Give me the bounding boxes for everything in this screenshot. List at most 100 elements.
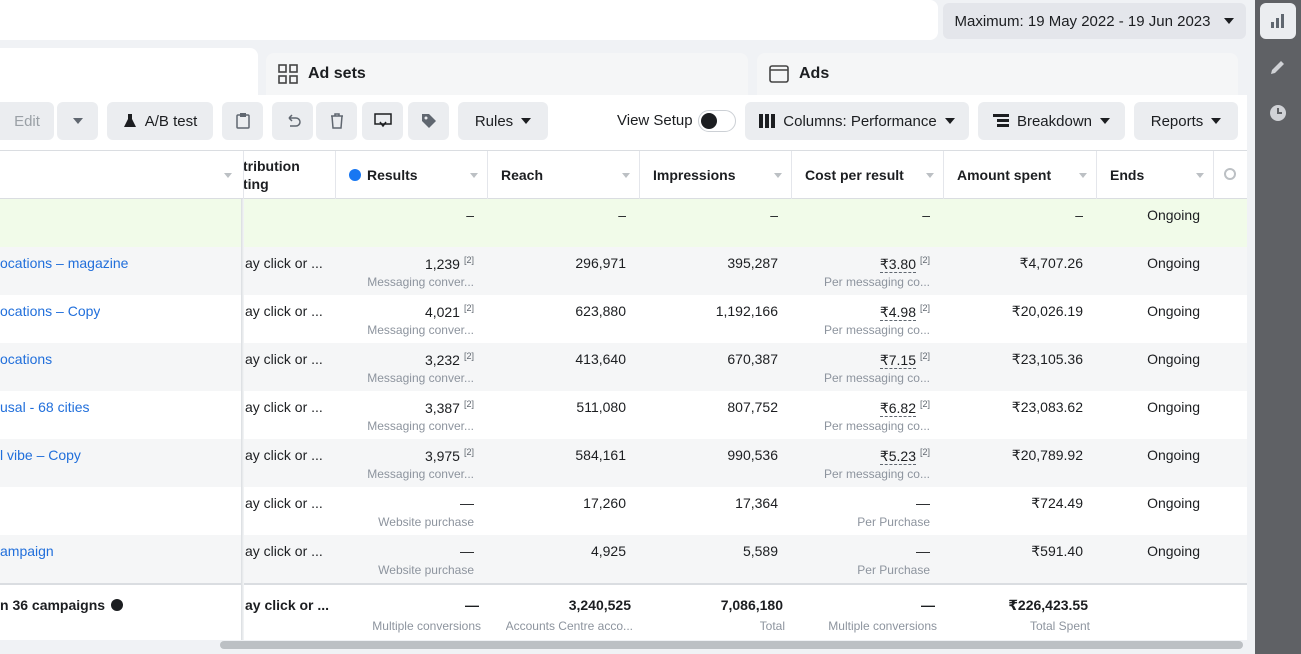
- cell-value: ₹23,105.36: [1011, 351, 1083, 367]
- cost-note: Per Purchase: [857, 563, 930, 577]
- breakdown-button[interactable]: Breakdown: [978, 102, 1125, 140]
- cell-value: 17,364: [735, 495, 778, 511]
- name-cell[interactable]: ocations – magazine: [0, 255, 128, 271]
- cell-value: ay click or ...: [245, 303, 323, 319]
- footnote-ref: [2]: [919, 447, 930, 457]
- ad-sets-icon: [278, 64, 298, 84]
- attribution-cell: ay click or ...: [245, 597, 329, 613]
- name-cell[interactable]: n 36 campaigns: [0, 597, 124, 613]
- cell-value: Ongoing: [1147, 207, 1200, 223]
- cell-value: 511,080: [576, 399, 626, 415]
- cell-value: ₹23,083.62: [1011, 399, 1083, 415]
- name-cell[interactable]: usal - 68 cities: [0, 399, 89, 415]
- footnote-ref: [2]: [463, 303, 474, 313]
- column-header: Reach: [501, 167, 543, 183]
- campaigns-tab[interactable]: [0, 48, 258, 98]
- edit-button[interactable]: Edit: [0, 102, 54, 140]
- results-note: Messaging conver...: [367, 371, 474, 385]
- ends-cell: Ongoing: [1147, 543, 1200, 559]
- cost-note: Per Purchase: [857, 515, 930, 529]
- cost-cell: —: [916, 543, 930, 559]
- button-label: Columns: Performance: [783, 112, 937, 130]
- info-icon: [349, 169, 361, 181]
- cell-value: –: [1075, 207, 1083, 223]
- toggle-knob: [701, 113, 717, 129]
- column-label: Impressions: [653, 167, 736, 183]
- sort-caret: [470, 173, 478, 178]
- ab-test-button[interactable]: A/B test: [107, 102, 213, 140]
- edit-dropdown[interactable]: [57, 102, 98, 140]
- cell-value: ay click or ...: [245, 495, 323, 511]
- ends-cell: Ongoing: [1147, 351, 1200, 367]
- ads-tab[interactable]: Ads: [757, 53, 1238, 95]
- results-cell: –: [466, 207, 474, 223]
- cell-value: ay click or ...: [245, 399, 323, 415]
- cell-value: 3,232: [424, 351, 460, 368]
- ends-cell: Ongoing: [1147, 399, 1200, 415]
- horizontal-scrollbar[interactable]: [220, 641, 1243, 649]
- date-range-button[interactable]: Maximum: 19 May 2022 - 19 Jun 2023: [943, 3, 1246, 39]
- cost-cell: –: [922, 207, 930, 223]
- export-button[interactable]: [362, 102, 403, 140]
- cost-note: Per messaging co...: [823, 323, 930, 337]
- cell-value: ₹591.40: [1031, 543, 1083, 559]
- ad-sets-tab[interactable]: Ad sets: [266, 53, 748, 95]
- add-column-icon: [1224, 168, 1236, 180]
- flask-icon: [123, 114, 136, 127]
- cell-value: ₹4.98: [879, 303, 916, 321]
- cell-value: ay click or ...: [245, 255, 323, 271]
- column-header: Results: [349, 167, 418, 183]
- view-setup-toggle[interactable]: [698, 110, 736, 132]
- caret: [1224, 18, 1235, 24]
- rules-button[interactable]: Rules: [458, 102, 548, 140]
- search-bar[interactable]: [0, 0, 938, 40]
- cost-cell: ₹3.80 [2]: [879, 255, 930, 273]
- cell-value: ₹226,423.55: [1008, 597, 1088, 613]
- button-label: Reports: [1150, 112, 1204, 130]
- table-row: – – – – – Ongoing: [0, 199, 1247, 247]
- button-label: Breakdown: [1016, 112, 1093, 130]
- caret: [1211, 118, 1222, 124]
- cell-value: —: [460, 495, 474, 511]
- name-cell[interactable]: ocations: [0, 351, 52, 367]
- name-cell[interactable]: ampaign: [0, 543, 54, 559]
- cell-value: ₹20,789.92: [1011, 447, 1083, 463]
- undo-icon: [287, 114, 301, 127]
- edit-icon[interactable]: [1269, 58, 1287, 76]
- columns-button[interactable]: Columns: Performance: [745, 102, 969, 140]
- clipboard-icon: [235, 113, 250, 129]
- amount-cell: –: [1075, 207, 1083, 223]
- reports-button[interactable]: Reports: [1134, 102, 1238, 140]
- cost-note: Per messaging co...: [823, 419, 930, 433]
- cell-value: 4,021: [424, 303, 460, 320]
- duplicate-button[interactable]: [222, 102, 263, 140]
- results-note: Messaging conver...: [367, 275, 474, 289]
- results-note: Messaging conver...: [367, 323, 474, 337]
- results-note: Website purchase: [378, 515, 474, 529]
- undo-button[interactable]: [272, 102, 313, 140]
- delete-button[interactable]: [316, 102, 357, 140]
- reach-cell: –: [618, 207, 626, 223]
- column-header: Ends: [1110, 167, 1144, 183]
- history-icon[interactable]: [1269, 104, 1287, 122]
- amount-cell: ₹20,026.19: [1012, 303, 1083, 320]
- cell-value: l vibe – Copy: [0, 447, 81, 463]
- table-row: ocations ay click or ... 3,232 [2] Messaging…: [0, 343, 1247, 391]
- impressions-cell: 395,287: [727, 255, 778, 271]
- amount-note: Total Spent: [1029, 619, 1090, 633]
- cell-value: 5,589: [742, 543, 778, 559]
- tag-button[interactable]: [408, 102, 449, 140]
- name-cell[interactable]: l vibe – Copy: [0, 447, 81, 463]
- footnote-ref: [2]: [919, 255, 930, 265]
- reach-cell: 623,880: [575, 303, 626, 319]
- date-range: Maximum: 19 May 2022 - 19 Jun 2023: [954, 12, 1211, 30]
- name-cell[interactable]: ocations – Copy: [0, 303, 100, 319]
- reporting-button[interactable]: [1260, 3, 1296, 39]
- cell-value: ₹3.80: [879, 255, 916, 273]
- cost-cell: ₹6.82 [2]: [879, 399, 930, 417]
- button-label: Edit: [14, 112, 40, 130]
- cost-cell: —: [916, 495, 930, 511]
- cost-note: Per messaging co...: [823, 275, 930, 289]
- cell-value: –: [466, 207, 474, 223]
- cost-cell: ₹5.23 [2]: [879, 447, 930, 465]
